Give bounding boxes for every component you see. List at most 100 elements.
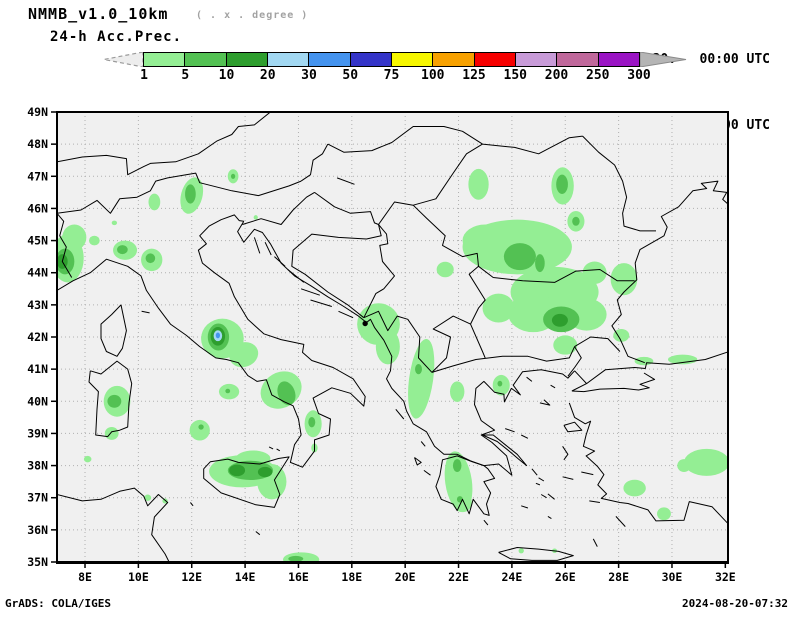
precip-cell [62, 224, 87, 251]
precip-cell [257, 466, 273, 478]
coastline [538, 477, 545, 482]
precip-cell [613, 328, 630, 342]
precip-cell [104, 427, 119, 440]
country-border [58, 213, 73, 278]
country-border [468, 265, 486, 359]
precip-cell [215, 332, 221, 339]
lat-tick-label: 45N [27, 234, 48, 248]
coastline [563, 421, 583, 433]
creation-timestamp: 2024-08-20-07:32 [682, 597, 788, 610]
coastline [550, 384, 556, 389]
coastline [483, 519, 489, 526]
coastline [531, 468, 538, 476]
coastline [264, 241, 272, 256]
coastline [414, 457, 422, 466]
colorbar-segment [557, 53, 599, 66]
lat-tick-label: 35N [27, 555, 48, 569]
precip-cell [582, 261, 607, 284]
precip-cell [89, 235, 100, 246]
precip-cell [107, 394, 122, 408]
coastline [287, 269, 305, 283]
precip-cell [452, 459, 462, 473]
precip-cell [553, 335, 578, 355]
lon-tick-label: 28E [608, 570, 629, 584]
coastline [498, 547, 574, 561]
precip-cell [189, 419, 210, 441]
colorbar-tick-label: 30 [301, 68, 317, 83]
precip-cell [468, 168, 489, 200]
precip-cell [634, 356, 654, 366]
precip-cell [230, 173, 236, 179]
lon-tick-label: 30E [662, 570, 683, 584]
grads-credit: GrADS: COLA/IGES [5, 597, 111, 610]
country-border [314, 143, 483, 225]
precip-cell [518, 548, 524, 554]
precip-cell [449, 381, 465, 402]
coastline [190, 502, 194, 507]
colorbar-tick-label: 50 [342, 68, 359, 83]
coastline [611, 180, 727, 364]
map-canvas: 49N 48N 47N 46N 45N 44N 43N 42N 41N 40N 39N 38N 37N 3… [27, 105, 736, 584]
colorbar-segment [226, 53, 268, 66]
precip-cell [623, 479, 646, 497]
lon-tick-label: 14E [235, 570, 256, 584]
precip-cell [657, 507, 671, 521]
colorbar-segment [309, 53, 351, 66]
coastline [420, 441, 426, 447]
lat-tick-label: 37N [27, 491, 48, 505]
colorbar-tick-label: 1 [140, 68, 148, 83]
precip-cell [198, 424, 204, 430]
precip-cell [185, 184, 196, 204]
lon-tick-label: 10E [128, 570, 149, 584]
precip-cell [610, 263, 638, 296]
country-border [300, 143, 329, 182]
country-border [291, 224, 382, 319]
colorbar-tick-label: 300 [627, 68, 651, 83]
lon-tick-label: 8E [78, 570, 92, 584]
colorbar-overflow-arrow [640, 52, 687, 67]
axis-labels: 49N 48N 47N 46N 45N 44N 43N 42N 41N 40N 39N 38N 37N 3… [27, 105, 736, 584]
coast-detail-dot [362, 320, 368, 327]
precip-cell [497, 380, 503, 387]
coastline [203, 456, 290, 508]
precip-cell [229, 464, 246, 477]
lat-tick-label: 47N [27, 169, 48, 183]
precip-cell [551, 313, 568, 327]
colorbar-tick-label: 5 [181, 68, 190, 83]
lat-tick-label: 49N [27, 105, 48, 119]
country-border [363, 310, 433, 373]
coastline [589, 500, 600, 503]
coastline [100, 304, 127, 357]
colorbar-segment [433, 53, 475, 66]
lat-tick-label: 43N [27, 298, 48, 312]
precip-cell [677, 459, 691, 473]
colorbar [143, 52, 640, 67]
coastline [141, 310, 150, 314]
coastline [88, 360, 133, 438]
lat-tick-label: 48N [27, 137, 48, 151]
coastline [276, 448, 281, 452]
colorbar-segment [350, 53, 392, 66]
lat-tick-label: 44N [27, 266, 48, 280]
colorbar-segment [474, 53, 516, 66]
coastline [300, 288, 320, 296]
coastline [586, 351, 727, 385]
coastline [58, 214, 366, 468]
coastline [539, 399, 551, 406]
lon-tick-label: 26E [555, 570, 576, 584]
colorbar-segment [598, 53, 639, 66]
precip-cell [436, 261, 454, 278]
lon-tick-label: 32E [715, 570, 736, 584]
resolution-note: ( . x . degree ) [196, 10, 309, 21]
coastline [58, 487, 170, 561]
colorbar-segment [267, 53, 310, 66]
lon-tick-label: 12E [181, 570, 202, 584]
product-title: 24-h Acc.Prec. [50, 29, 183, 45]
coastline [526, 376, 533, 382]
coastline [521, 505, 529, 509]
country-border [582, 135, 656, 232]
coastline [562, 476, 574, 480]
precip-cell [111, 220, 118, 226]
colorbar-tick-label: 150 [503, 68, 527, 83]
precip-cell [117, 245, 128, 255]
